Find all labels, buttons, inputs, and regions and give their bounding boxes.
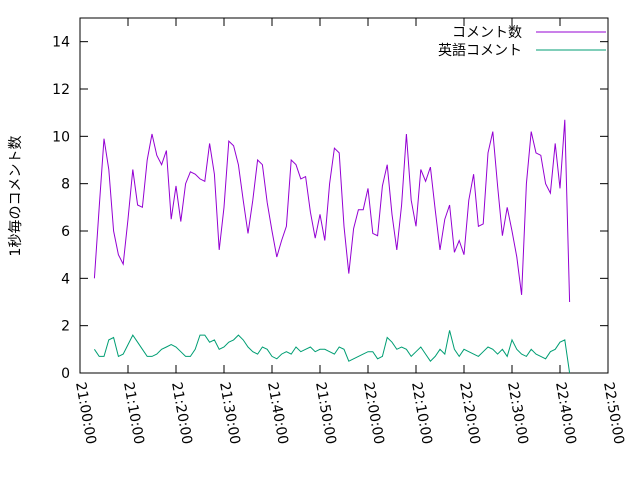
x-tick-label: 21:20:00: [168, 381, 195, 446]
y-tick-label: 8: [61, 177, 70, 193]
y-axis-label: 1秒毎のコメント数: [8, 136, 24, 257]
y-tick-label: 4: [61, 271, 70, 287]
x-tick-label: 21:50:00: [312, 381, 339, 446]
x-tick-label: 21:10:00: [120, 381, 147, 446]
x-tick-label: 21:30:00: [216, 381, 243, 446]
series-line: [93, 330, 571, 374]
y-tick-label: 14: [52, 35, 70, 51]
x-tick-label: 22:20:00: [456, 381, 483, 446]
y-tick-label: 0: [61, 366, 70, 382]
legend-label: コメント数: [452, 25, 522, 41]
x-tick-label: 22:30:00: [504, 381, 531, 446]
y-tick-label: 6: [61, 224, 70, 240]
x-tick-label: 21:40:00: [264, 381, 291, 446]
series-line: [93, 119, 571, 303]
x-tick-label: 22:10:00: [408, 381, 435, 446]
x-tick-label: 21:00:00: [72, 381, 99, 446]
plot-border: [79, 17, 609, 374]
y-tick-label: 12: [52, 82, 70, 98]
y-tick-label: 10: [52, 129, 70, 145]
legend-label: 英語コメント: [438, 42, 522, 59]
x-tick-label: 22:00:00: [360, 381, 387, 446]
x-tick-label: 22:40:00: [552, 381, 579, 446]
x-tick-label: 22:50:00: [600, 381, 627, 446]
y-tick-label: 2: [61, 319, 70, 335]
